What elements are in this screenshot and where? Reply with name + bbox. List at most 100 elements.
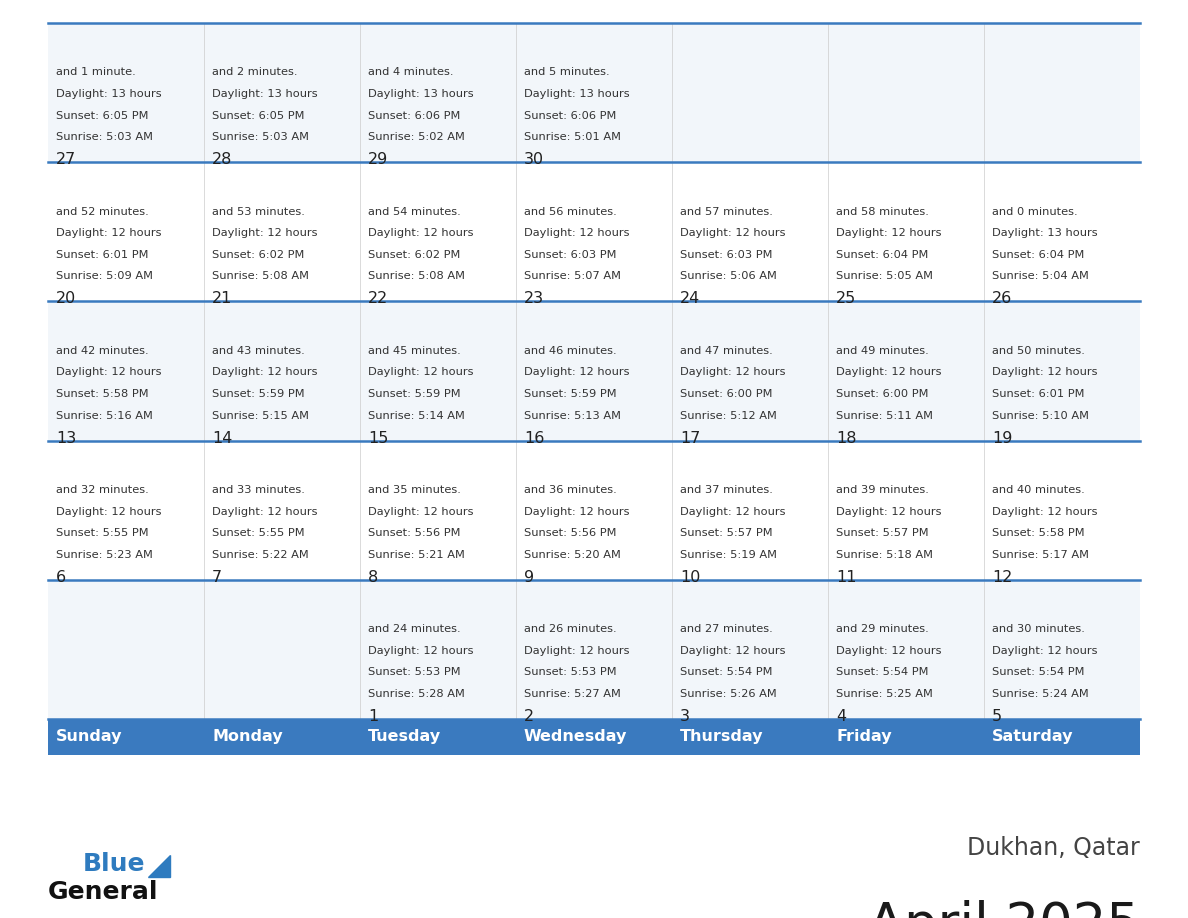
Text: Sunset: 6:02 PM: Sunset: 6:02 PM	[368, 250, 461, 260]
Text: Sunrise: 5:05 AM: Sunrise: 5:05 AM	[836, 272, 933, 282]
Text: and 50 minutes.: and 50 minutes.	[992, 346, 1085, 356]
Text: and 40 minutes.: and 40 minutes.	[992, 485, 1085, 495]
Text: Daylight: 12 hours: Daylight: 12 hours	[524, 229, 630, 239]
Text: Sunrise: 5:17 AM: Sunrise: 5:17 AM	[992, 550, 1089, 560]
Text: 11: 11	[836, 570, 857, 585]
Text: and 54 minutes.: and 54 minutes.	[368, 207, 461, 217]
Text: and 30 minutes.: and 30 minutes.	[992, 624, 1085, 634]
Text: Sunset: 5:59 PM: Sunset: 5:59 PM	[524, 389, 617, 399]
Text: and 53 minutes.: and 53 minutes.	[211, 207, 305, 217]
Text: and 1 minute.: and 1 minute.	[56, 67, 135, 77]
Text: Sunset: 6:00 PM: Sunset: 6:00 PM	[680, 389, 772, 399]
Text: 26: 26	[992, 291, 1012, 307]
Text: and 33 minutes.: and 33 minutes.	[211, 485, 305, 495]
Text: Tuesday: Tuesday	[368, 729, 441, 744]
Text: Sunrise: 5:11 AM: Sunrise: 5:11 AM	[836, 410, 933, 420]
Text: and 0 minutes.: and 0 minutes.	[992, 207, 1078, 217]
Text: Daylight: 12 hours: Daylight: 12 hours	[524, 507, 630, 517]
Text: 2: 2	[524, 709, 535, 724]
Text: Sunset: 5:54 PM: Sunset: 5:54 PM	[680, 667, 772, 677]
Text: Monday: Monday	[211, 729, 283, 744]
Text: 10: 10	[680, 570, 701, 585]
Text: Sunrise: 5:15 AM: Sunrise: 5:15 AM	[211, 410, 309, 420]
Text: and 37 minutes.: and 37 minutes.	[680, 485, 773, 495]
Polygon shape	[148, 855, 170, 877]
Text: Sunset: 5:54 PM: Sunset: 5:54 PM	[992, 667, 1085, 677]
Bar	[672, 719, 828, 755]
Text: 24: 24	[680, 291, 700, 307]
Text: Daylight: 13 hours: Daylight: 13 hours	[368, 89, 474, 99]
Text: Daylight: 12 hours: Daylight: 12 hours	[211, 507, 317, 517]
Text: Sunrise: 5:02 AM: Sunrise: 5:02 AM	[368, 132, 465, 142]
Text: Thursday: Thursday	[680, 729, 764, 744]
Text: and 49 minutes.: and 49 minutes.	[836, 346, 929, 356]
Text: Sunrise: 5:16 AM: Sunrise: 5:16 AM	[56, 410, 153, 420]
Text: Daylight: 12 hours: Daylight: 12 hours	[368, 646, 474, 655]
Text: Daylight: 12 hours: Daylight: 12 hours	[836, 507, 942, 517]
Text: 17: 17	[680, 431, 701, 445]
Text: 9: 9	[524, 570, 535, 585]
Text: Saturday: Saturday	[992, 729, 1074, 744]
Bar	[516, 719, 672, 755]
Text: Daylight: 12 hours: Daylight: 12 hours	[368, 367, 474, 377]
Text: and 47 minutes.: and 47 minutes.	[680, 346, 772, 356]
Text: Sunset: 6:06 PM: Sunset: 6:06 PM	[368, 111, 461, 120]
Text: Daylight: 13 hours: Daylight: 13 hours	[524, 89, 630, 99]
Text: Sunrise: 5:22 AM: Sunrise: 5:22 AM	[211, 550, 309, 560]
Text: General: General	[48, 880, 158, 904]
Text: 29: 29	[368, 152, 388, 167]
Bar	[48, 23, 1140, 162]
Text: Sunset: 6:05 PM: Sunset: 6:05 PM	[56, 111, 148, 120]
Text: Sunset: 6:00 PM: Sunset: 6:00 PM	[836, 389, 929, 399]
Text: Dukhan, Qatar: Dukhan, Qatar	[967, 836, 1140, 860]
Text: Sunrise: 5:13 AM: Sunrise: 5:13 AM	[524, 410, 621, 420]
Text: Sunset: 5:54 PM: Sunset: 5:54 PM	[836, 667, 929, 677]
Text: 14: 14	[211, 431, 233, 445]
Text: Sunset: 5:53 PM: Sunset: 5:53 PM	[524, 667, 617, 677]
Text: Sunrise: 5:23 AM: Sunrise: 5:23 AM	[56, 550, 153, 560]
Text: Sunrise: 5:24 AM: Sunrise: 5:24 AM	[992, 689, 1088, 699]
Text: Sunset: 5:59 PM: Sunset: 5:59 PM	[368, 389, 461, 399]
Text: Blue: Blue	[83, 852, 145, 876]
Text: Daylight: 12 hours: Daylight: 12 hours	[836, 646, 942, 655]
Text: 3: 3	[680, 709, 690, 724]
Bar	[48, 301, 1140, 441]
Text: 18: 18	[836, 431, 857, 445]
Text: and 27 minutes.: and 27 minutes.	[680, 624, 772, 634]
Text: Sunset: 6:05 PM: Sunset: 6:05 PM	[211, 111, 304, 120]
Bar	[984, 719, 1140, 755]
Text: Daylight: 12 hours: Daylight: 12 hours	[680, 367, 785, 377]
Text: 25: 25	[836, 291, 857, 307]
Text: Sunset: 5:55 PM: Sunset: 5:55 PM	[211, 528, 304, 538]
Text: Sunrise: 5:10 AM: Sunrise: 5:10 AM	[992, 410, 1089, 420]
Text: Daylight: 12 hours: Daylight: 12 hours	[56, 367, 162, 377]
Bar	[48, 441, 1140, 580]
Text: Daylight: 12 hours: Daylight: 12 hours	[680, 229, 785, 239]
Text: Daylight: 12 hours: Daylight: 12 hours	[524, 646, 630, 655]
Text: 20: 20	[56, 291, 76, 307]
Text: 6: 6	[56, 570, 67, 585]
Text: Daylight: 12 hours: Daylight: 12 hours	[368, 507, 474, 517]
Text: Daylight: 12 hours: Daylight: 12 hours	[992, 646, 1098, 655]
Text: Sunrise: 5:04 AM: Sunrise: 5:04 AM	[992, 272, 1089, 282]
Text: Sunrise: 5:01 AM: Sunrise: 5:01 AM	[524, 132, 621, 142]
Text: Sunset: 5:56 PM: Sunset: 5:56 PM	[524, 528, 617, 538]
Bar	[360, 719, 516, 755]
Text: Sunrise: 5:03 AM: Sunrise: 5:03 AM	[211, 132, 309, 142]
Text: Sunrise: 5:03 AM: Sunrise: 5:03 AM	[56, 132, 153, 142]
Text: Sunset: 5:55 PM: Sunset: 5:55 PM	[56, 528, 148, 538]
Text: Sunrise: 5:19 AM: Sunrise: 5:19 AM	[680, 550, 777, 560]
Text: Daylight: 12 hours: Daylight: 12 hours	[680, 507, 785, 517]
Bar	[828, 719, 984, 755]
Text: Sunrise: 5:21 AM: Sunrise: 5:21 AM	[368, 550, 465, 560]
Text: Sunset: 6:04 PM: Sunset: 6:04 PM	[992, 250, 1085, 260]
Text: Daylight: 13 hours: Daylight: 13 hours	[211, 89, 317, 99]
Text: and 58 minutes.: and 58 minutes.	[836, 207, 929, 217]
Text: Daylight: 12 hours: Daylight: 12 hours	[211, 229, 317, 239]
Text: Sunset: 6:06 PM: Sunset: 6:06 PM	[524, 111, 617, 120]
Text: and 2 minutes.: and 2 minutes.	[211, 67, 297, 77]
Text: and 26 minutes.: and 26 minutes.	[524, 624, 617, 634]
Text: Sunset: 6:04 PM: Sunset: 6:04 PM	[836, 250, 928, 260]
Text: Sunset: 6:03 PM: Sunset: 6:03 PM	[524, 250, 617, 260]
Text: Sunrise: 5:09 AM: Sunrise: 5:09 AM	[56, 272, 153, 282]
